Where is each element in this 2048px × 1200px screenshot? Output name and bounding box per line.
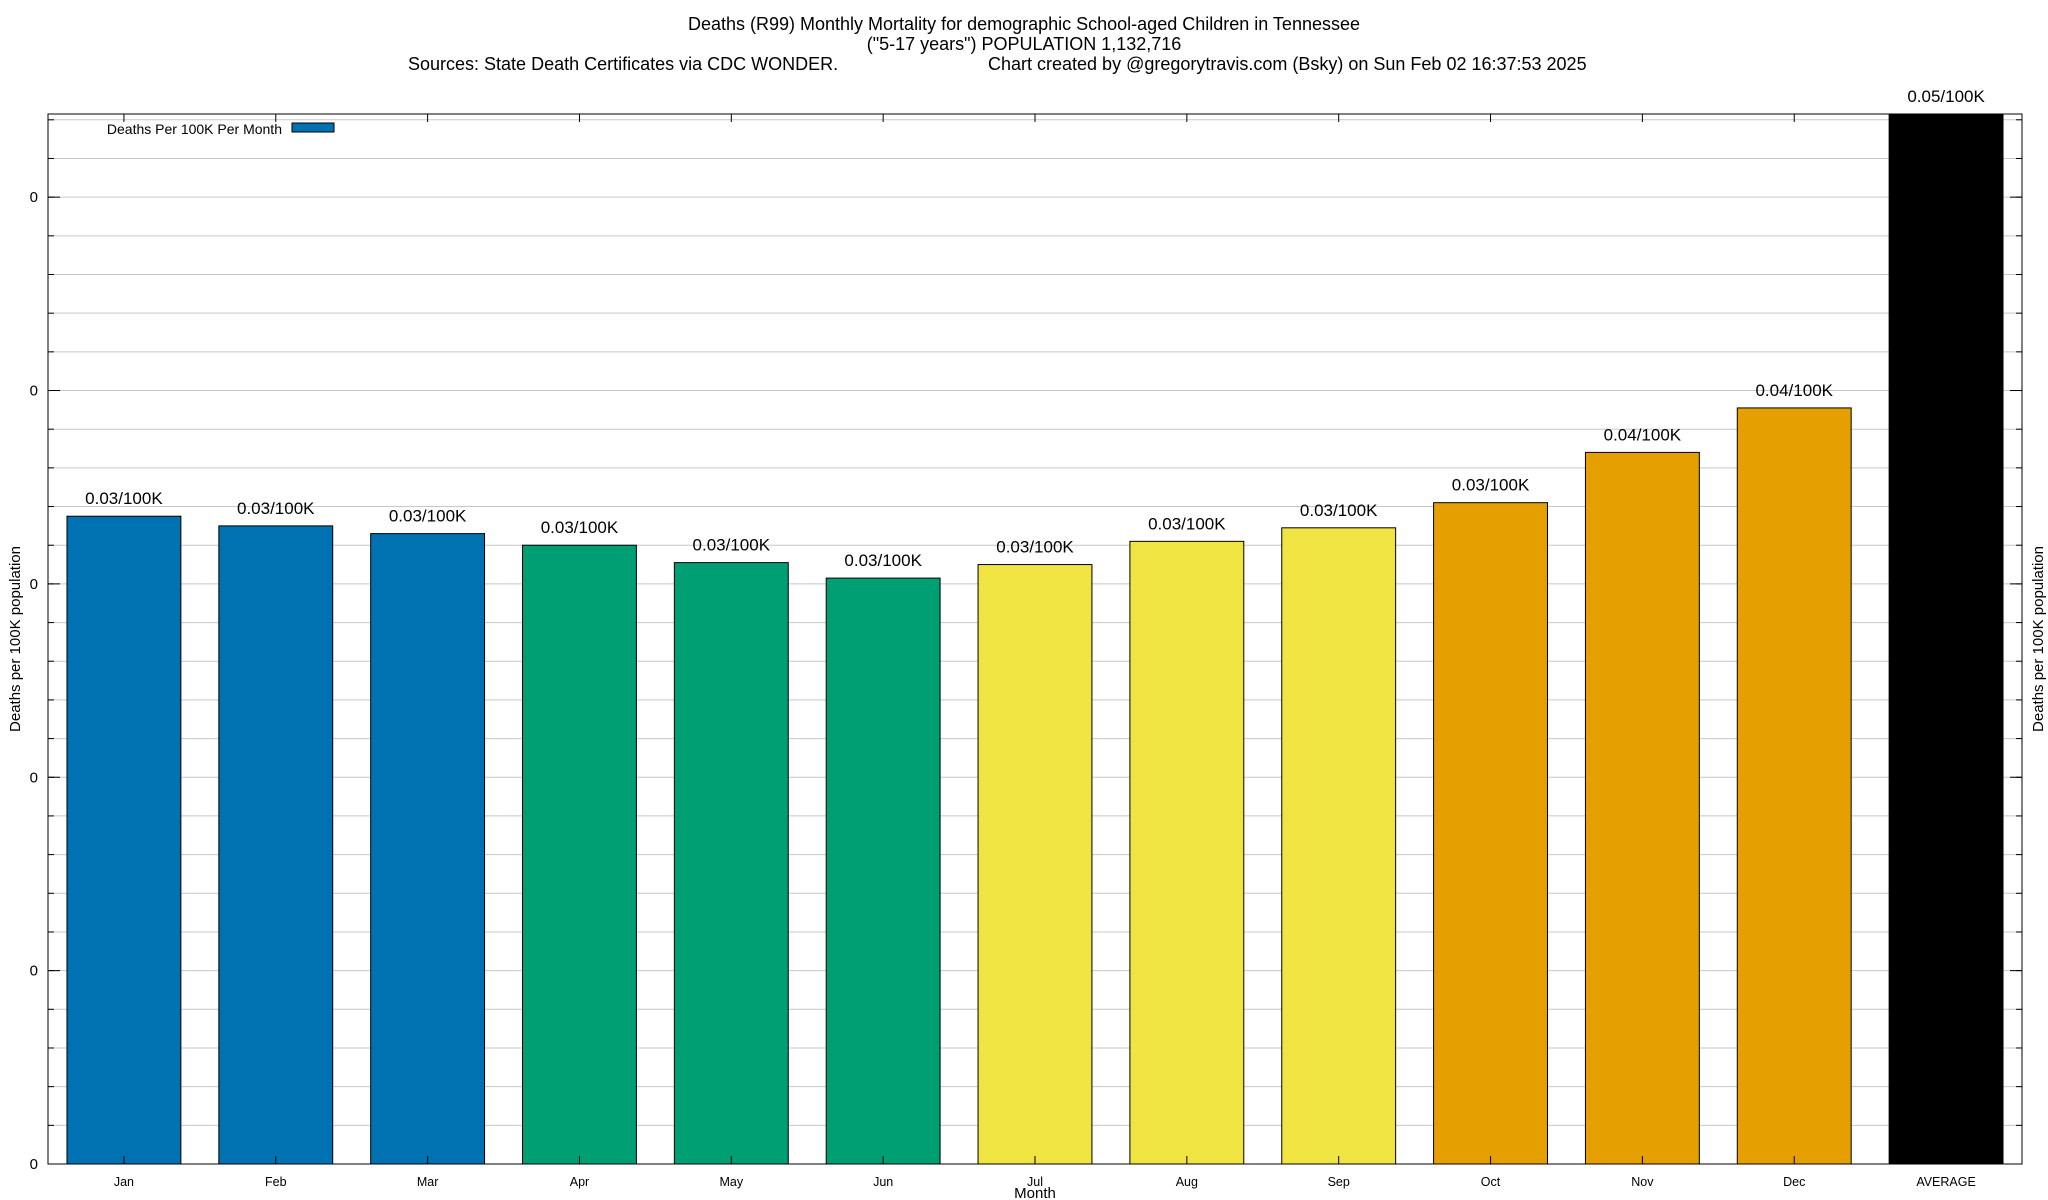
y-tick-label: 0 xyxy=(30,189,38,206)
x-tick-label: Dec xyxy=(1783,1175,1805,1189)
bar-jul xyxy=(977,564,1093,1165)
x-tick-label: Feb xyxy=(265,1175,287,1189)
chart-sources: Sources: State Death Certificates via CD… xyxy=(408,54,839,74)
data-label: 0.03/100K xyxy=(693,536,771,555)
bar-jan xyxy=(66,515,182,1165)
y-axis-title-right: Deaths per 100K population xyxy=(2030,546,2047,732)
y-tick-label: 0 xyxy=(30,963,38,980)
x-tick-label: Jan xyxy=(114,1175,134,1189)
legend-label: Deaths Per 100K Per Month xyxy=(107,121,282,137)
y-tick-label: 0 xyxy=(30,383,38,400)
y-tick-label: 0 xyxy=(30,1156,38,1173)
x-tick-label: Nov xyxy=(1631,1175,1654,1189)
x-tick-label: AVERAGE xyxy=(1916,1175,1976,1189)
x-tick-label: May xyxy=(719,1175,743,1189)
bar-apr xyxy=(522,544,637,1165)
data-label: 0.03/100K xyxy=(85,489,163,508)
x-tick-label: Jun xyxy=(873,1175,893,1189)
y-tick-label: 0 xyxy=(30,769,38,786)
bar-sep xyxy=(1281,527,1397,1165)
x-tick-label: Sep xyxy=(1328,1175,1350,1189)
chart-subtitle: ("5-17 years") POPULATION 1,132,716 xyxy=(866,34,1182,54)
data-label: 0.03/100K xyxy=(237,499,315,518)
data-label: 0.03/100K xyxy=(389,507,467,526)
x-tick-label: Apr xyxy=(570,1175,589,1189)
bar-nov xyxy=(1584,451,1700,1165)
x-tick-label: Jul xyxy=(1027,1175,1043,1189)
x-tick-label: Aug xyxy=(1176,1175,1198,1189)
data-label: 0.04/100K xyxy=(1755,381,1833,400)
data-label: 0.03/100K xyxy=(1300,501,1378,520)
bar-may xyxy=(673,562,789,1165)
data-label: 0.03/100K xyxy=(844,551,922,570)
chart-credit: Chart created by @gregorytravis.com (Bsk… xyxy=(988,54,1587,74)
data-label: 0.03/100K xyxy=(541,518,619,537)
bar-dec xyxy=(1736,407,1852,1165)
y-axis-title: Deaths per 100K population xyxy=(7,546,24,732)
legend: Deaths Per 100K Per Month xyxy=(107,121,335,137)
bar-average xyxy=(1888,113,2004,1165)
x-tick-label: Mar xyxy=(417,1175,439,1189)
plot-frame xyxy=(47,113,2023,1165)
data-label: 0.03/100K xyxy=(1452,476,1530,495)
legend-swatch xyxy=(291,122,335,133)
y-tick-label: 0 xyxy=(30,576,38,593)
data-label: 0.05/100K xyxy=(1907,87,1985,106)
bar-mar xyxy=(370,533,486,1165)
bar-feb xyxy=(218,525,334,1165)
x-tick-label: Oct xyxy=(1481,1175,1501,1189)
bar-jun xyxy=(825,577,941,1165)
data-label: 0.04/100K xyxy=(1604,425,1682,444)
bar-oct xyxy=(1433,502,1548,1165)
bar-aug xyxy=(1129,540,1245,1165)
chart-title: Deaths (R99) Monthly Mortality for demog… xyxy=(687,14,1360,34)
x-axis-title: Month xyxy=(1014,1185,1056,1200)
data-label: 0.03/100K xyxy=(996,538,1074,557)
data-label: 0.03/100K xyxy=(1148,514,1226,533)
